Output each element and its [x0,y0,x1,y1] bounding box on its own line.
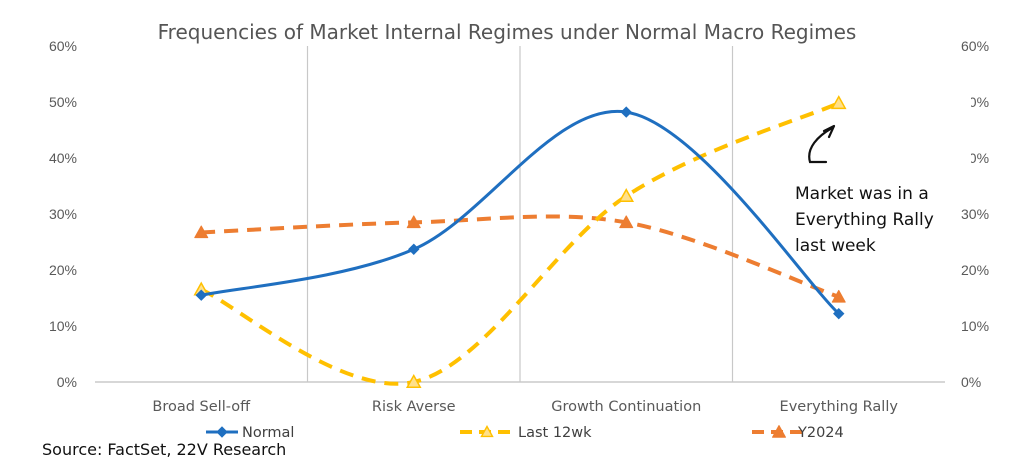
series-line [200,109,840,315]
y-tick-label-left: 50% [49,94,77,110]
x-category-label: Growth Continuation [551,399,701,415]
series-group [193,95,847,388]
y-tick-label-left: 40% [49,150,77,166]
data-point [194,225,209,239]
legend-marker [772,425,786,438]
data-point [833,307,845,320]
legend-label: Normal [242,425,294,441]
series-line [200,101,840,386]
y-axis-left: 0% 10% 20% 30% 40% 50% 60% [49,38,77,390]
y-tick-label-right: 0% [961,374,981,390]
legend-marker [480,425,494,438]
y-tick-label-right: 60% [961,38,989,54]
y-tick-label-left: 60% [49,38,77,54]
x-category-label: Risk Averse [372,399,456,415]
legend-item: Last 12wk [460,425,592,441]
data-point [618,188,635,203]
annotation-line-2: Everything Rally [795,210,934,230]
series-normal [195,106,845,320]
legend-item: Y2024 [752,425,844,441]
annotation-mask [945,86,971,170]
data-point [830,95,847,110]
data-point [620,106,632,118]
annotation-arrow [808,126,834,164]
y-tick-label-left: 20% [49,262,77,278]
x-category-label: Everything Rally [780,399,899,415]
data-point [831,289,846,303]
plot-grid [95,46,945,383]
data-point [406,215,421,229]
legend-item: Normal [206,425,294,441]
x-axis: Broad Sell-off Risk Averse Growth Continua… [152,399,898,415]
y-tick-label-right: 20% [961,262,989,278]
data-point [619,215,634,229]
legend-label: Last 12wk [518,425,592,441]
legend-marker [216,426,228,438]
data-point [195,289,207,301]
data-point [408,243,420,255]
y-tick-label-left: 30% [49,206,77,222]
legend: Normal Last 12wk Y2024 [206,425,844,441]
y-tick-label-left: 0% [57,374,77,390]
chart-title: Frequencies of Market Internal Regimes u… [158,20,857,44]
annotation-line-3: last week [795,236,876,256]
data-point [405,373,422,388]
legend-label: Y2024 [797,425,844,441]
series-y2024 [194,214,846,303]
y-tick-label-right: 30% [961,206,989,222]
annotation-arrowhead [822,124,836,139]
annotation: Market was in a Everything Rally last we… [795,86,971,256]
source-note: Source: FactSet, 22V Research [42,440,286,459]
x-category-label: Broad Sell-off [152,399,251,415]
series-line [201,214,840,299]
annotation-line-1: Market was in a [795,184,929,204]
y-tick-label-right: 10% [961,318,989,334]
y-tick-label-left: 10% [49,318,77,334]
series-last-12wk [193,95,847,388]
